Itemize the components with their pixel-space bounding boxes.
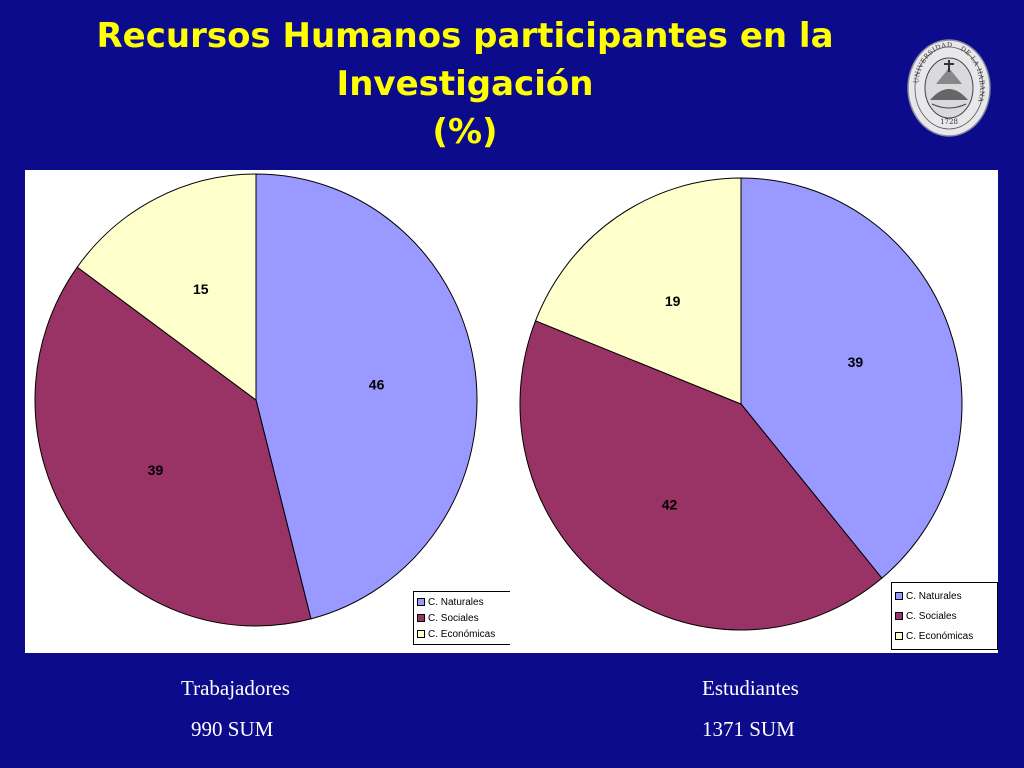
legend-label: C. Naturales xyxy=(428,596,484,608)
slide-title: Recursos Humanos participantes en la Inv… xyxy=(20,12,910,156)
legend-item-sociales: C. Sociales xyxy=(417,610,511,626)
legend-swatch xyxy=(417,598,425,606)
legend-item-naturales: C. Naturales xyxy=(417,594,511,610)
pie-value-label-naturales: 46 xyxy=(369,376,385,392)
chart-panel-estudiantes: 39 42 19 C. Naturales C. Sociales C. Econó… xyxy=(510,170,998,653)
legend-estudiantes: C. Naturales C. Sociales C. Económicas xyxy=(891,582,998,650)
seal-year: 1728 xyxy=(940,118,958,126)
pie-value-label-sociales: 39 xyxy=(148,462,164,478)
title-line-2: Investigación xyxy=(336,64,594,104)
legend-label: C. Sociales xyxy=(428,612,479,624)
legend-item-naturales: C. Naturales xyxy=(895,586,993,606)
pie-slice-economicas xyxy=(534,177,742,405)
caption-count-trabajadores: 990 SUM xyxy=(191,717,274,741)
pie-value-label-naturales: 39 xyxy=(848,354,864,370)
pie-value-label-economicas: 19 xyxy=(665,293,681,309)
pie-slice-naturales xyxy=(740,177,963,579)
title-line-3: (%) xyxy=(432,112,498,152)
pie-slice-economicas xyxy=(76,173,257,401)
legend-trabajadores: C. Naturales C. Sociales C. Económicas xyxy=(413,591,516,645)
pie-value-label-economicas: 15 xyxy=(193,281,209,297)
legend-swatch xyxy=(417,630,425,638)
legend-item-sociales: C. Sociales xyxy=(895,606,993,626)
title-line-1: Recursos Humanos participantes en la xyxy=(96,16,834,56)
pie-slice-naturales xyxy=(255,173,478,620)
caption-group-estudiantes: Estudiantes xyxy=(702,676,799,700)
caption-count-estudiantes: 1371 SUM xyxy=(702,717,795,741)
university-seal-icon: UNIVERSIDAD DE LA HABANA 1728 xyxy=(907,39,991,137)
legend-item-economicas: C. Económicas xyxy=(895,626,993,646)
chart-panel-trabajadores: 46 39 15 C. Naturales C. Sociales C. Econó… xyxy=(25,170,516,653)
legend-label: C. Económicas xyxy=(906,630,974,642)
legend-label: C. Naturales xyxy=(906,590,962,602)
legend-swatch xyxy=(895,612,903,620)
legend-swatch xyxy=(895,592,903,600)
legend-swatch xyxy=(417,614,425,622)
legend-swatch xyxy=(895,632,903,640)
legend-label: C. Sociales xyxy=(906,610,957,622)
pie-chart-estudiantes: 39 42 19 xyxy=(519,177,963,631)
pie-slice-sociales xyxy=(519,320,883,631)
pie-value-label-sociales: 42 xyxy=(662,497,678,513)
pie-slice-sociales xyxy=(34,266,312,627)
pie-chart-trabajadores: 46 39 15 xyxy=(34,173,478,627)
legend-item-economicas: C. Económicas xyxy=(417,626,511,642)
caption-group-trabajadores: Trabajadores xyxy=(181,676,290,700)
legend-label: C. Económicas xyxy=(428,628,496,640)
